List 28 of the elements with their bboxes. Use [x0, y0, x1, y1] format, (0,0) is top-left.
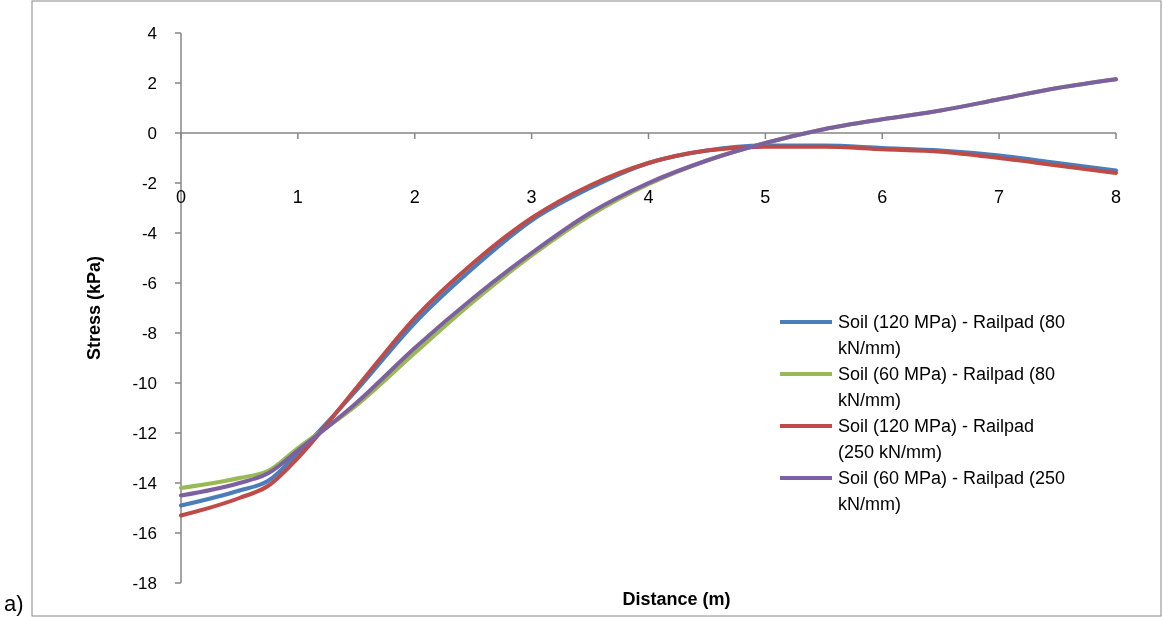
y-tick-label: 0 — [147, 123, 157, 143]
x-tick-label: 0 — [175, 187, 187, 207]
y-tick-label: -8 — [141, 323, 157, 343]
y-tick-label: -6 — [141, 273, 157, 293]
x-tick-label: 8 — [1110, 187, 1122, 207]
x-tick-label: 4 — [643, 187, 654, 207]
legend-label: Soil (60 MPa) - Railpad (80 kN/mm) — [838, 364, 1056, 411]
y-tick-label: -12 — [132, 423, 157, 443]
y-tick-label: -2 — [141, 173, 157, 193]
legend-label: Soil (120 MPa) - Railpad (80 kN/mm) — [838, 312, 1066, 359]
y-tick-label: -18 — [132, 573, 157, 593]
x-tick-label: 2 — [409, 187, 420, 207]
y-tick-label: 4 — [147, 23, 157, 43]
x-tick-label: 1 — [292, 187, 303, 207]
legend-label: Soil (120 MPa) - Railpad (250 kN/mm) — [838, 416, 1035, 463]
text: a) — [4, 591, 24, 616]
y-tick-label: 2 — [147, 73, 157, 93]
x-tick-label: 7 — [994, 187, 1005, 207]
y-tick-label: -16 — [132, 523, 157, 543]
x-tick-label: 5 — [760, 187, 771, 207]
y-tick-label: -4 — [141, 223, 157, 243]
x-tick-label: 3 — [526, 187, 537, 207]
y-tick-label: -14 — [132, 473, 157, 493]
legend-label: Soil (60 MPa) - Railpad (250 kN/mm) — [838, 468, 1066, 515]
x-tick-label: 6 — [877, 187, 888, 207]
y-axis-title: Stress (kPa) — [84, 255, 104, 361]
x-axis-title: Distance (m) — [622, 589, 731, 609]
y-tick-label: -10 — [132, 373, 157, 393]
